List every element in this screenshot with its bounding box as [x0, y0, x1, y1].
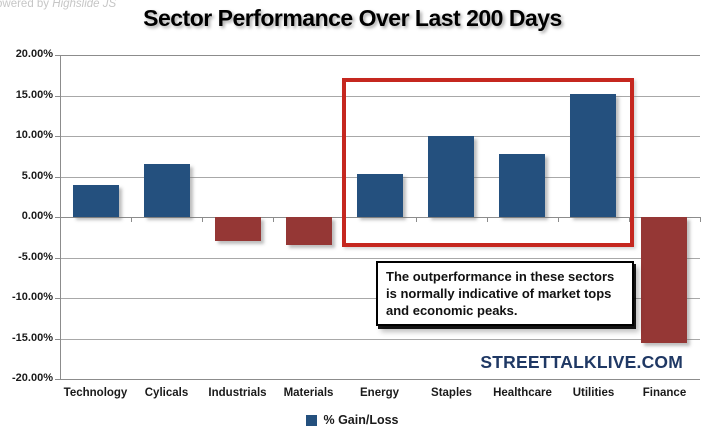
- x-axis-label-staples: Staples: [431, 387, 472, 399]
- x-axis-label-finance: Finance: [642, 387, 687, 399]
- bar-materials: [286, 217, 332, 245]
- x-axis-label-materials: Materials: [283, 387, 334, 399]
- bar-cylicals: [144, 164, 190, 217]
- category-axis-tick: [487, 217, 488, 222]
- category-axis-tick: [558, 217, 559, 222]
- gridline-10: [60, 136, 700, 137]
- x-axis-label-technology: Technology: [63, 387, 128, 399]
- y-axis-label: -20.00%: [12, 372, 53, 384]
- annotation-box: The outperformance in these sectors is n…: [376, 261, 634, 327]
- powered-by-text: owered by: [0, 0, 50, 10]
- y-axis-tick: [55, 136, 60, 137]
- legend-label: % Gain/Loss: [323, 413, 399, 427]
- bar-industrials: [215, 217, 261, 241]
- y-axis-label: 0.00%: [21, 210, 53, 222]
- y-axis-tick: [55, 339, 60, 340]
- bar-technology: [73, 185, 119, 217]
- bar-healthcare: [499, 154, 545, 217]
- y-axis-label: 10.00%: [15, 129, 53, 141]
- x-axis-label-healthcare: Healthcare: [493, 387, 552, 399]
- y-axis-tick: [55, 258, 60, 259]
- y-axis-label: -5.00%: [18, 251, 53, 263]
- gridline--20: [60, 379, 700, 380]
- x-axis-label-utilities: Utilities: [572, 387, 615, 399]
- site-branding: STREETTALKLIVE.COM: [480, 352, 683, 372]
- y-axis-tick: [55, 177, 60, 178]
- chart-title: Sector Performance Over Last 200 Days: [143, 5, 562, 31]
- category-axis-tick: [202, 217, 203, 222]
- x-axis-label-industrials: Industrials: [208, 387, 267, 399]
- category-axis-tick: [629, 217, 630, 222]
- annotation-text: The outperformance in these sectors is n…: [386, 269, 615, 319]
- bar-finance: [641, 217, 687, 343]
- bar-staples: [428, 136, 474, 217]
- bar-energy: [357, 174, 403, 217]
- y-axis-tick: [55, 55, 60, 56]
- y-axis-tick: [55, 217, 60, 218]
- gridline-20: [60, 55, 700, 56]
- gridline--15: [60, 339, 700, 340]
- y-axis-label: 20.00%: [15, 48, 53, 60]
- x-axis-label-cylicals: Cylicals: [144, 387, 189, 399]
- y-axis-tick: [55, 298, 60, 299]
- gridline-15: [60, 96, 700, 97]
- y-axis-tick: [55, 96, 60, 97]
- legend-color-swatch: [306, 414, 318, 426]
- bar-utilities: [570, 94, 616, 217]
- y-axis-label: 15.00%: [15, 89, 53, 101]
- category-axis-tick: [700, 217, 701, 222]
- gridline--5: [60, 258, 700, 259]
- chart-legend: % Gain/Loss: [0, 413, 705, 427]
- x-axis-label-energy: Energy: [360, 387, 399, 399]
- y-axis-label: 5.00%: [21, 170, 53, 182]
- y-axis-label: -15.00%: [12, 332, 53, 344]
- highslide-brand-text: Highslide JS: [52, 0, 117, 10]
- y-axis-line: [60, 55, 61, 380]
- highlight-rectangle: [342, 78, 634, 247]
- category-axis-tick: [416, 217, 417, 222]
- category-axis-tick: [131, 217, 132, 222]
- category-axis-tick: [273, 217, 274, 222]
- y-axis-tick: [55, 379, 60, 380]
- y-axis-label: -10.00%: [12, 291, 53, 303]
- powered-by-watermark: owered by Highslide JS: [0, 0, 116, 10]
- gridline-0: [60, 217, 700, 218]
